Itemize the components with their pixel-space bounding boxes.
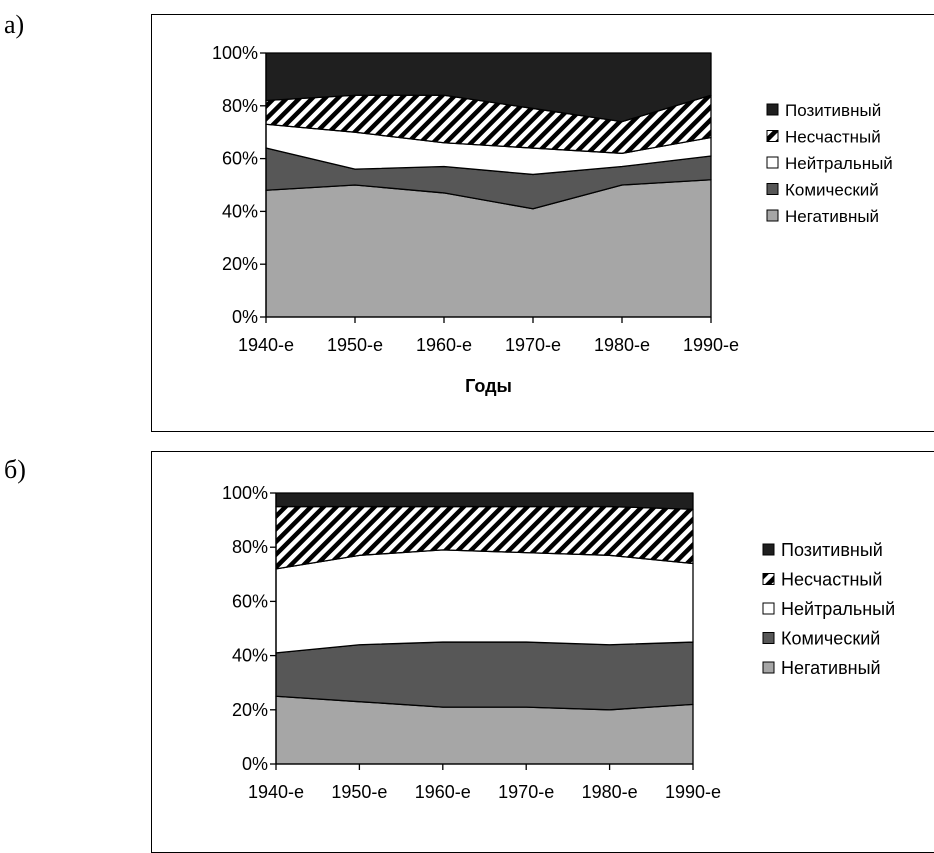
legend-label-comic: Комический (785, 181, 879, 200)
legend-swatch-positive (762, 543, 775, 556)
panel-label-a: а) (4, 10, 25, 39)
legend-swatch-unhappy (762, 573, 775, 585)
y-tick-label: 100% (222, 483, 268, 503)
x-tick-label: 1990-е (665, 782, 721, 802)
legend-label-neutral: Нейтральный (781, 599, 895, 619)
y-tick-label: 0% (232, 307, 258, 327)
area-series-comic (275, 641, 694, 711)
y-tick-label: 40% (232, 646, 268, 666)
legend-label-neutral: Нейтральный (785, 154, 893, 173)
area-series-positive (265, 52, 712, 123)
y-tick-label: 80% (222, 96, 258, 116)
legend-label-negative: Негативный (781, 658, 881, 678)
x-tick-label: 1940-е (248, 782, 304, 802)
legend-label-positive: Позитивный (785, 101, 881, 120)
area-series-neutral (275, 549, 694, 654)
x-axis-title: Годы (465, 376, 512, 396)
legend-swatch-positive (766, 103, 779, 116)
legend-swatch-neutral (766, 156, 779, 169)
legend-label-unhappy: Несчастный (781, 570, 882, 590)
x-tick-label: 1950-е (327, 335, 383, 355)
y-tick-label: 100% (212, 43, 258, 63)
y-tick-label: 0% (242, 754, 268, 774)
x-tick-label: 1970-е (498, 782, 554, 802)
area-series-positive (275, 492, 694, 510)
legend-label-comic: Комический (781, 629, 880, 649)
legend-label-unhappy: Несчастный (785, 128, 881, 147)
panel-label-b: б) (4, 455, 26, 484)
legend-label-negative: Негативный (785, 207, 879, 226)
x-tick-label: 1960-е (416, 335, 472, 355)
y-tick-label: 60% (222, 149, 258, 169)
legend-swatch-unhappy (766, 130, 779, 142)
x-tick-label: 1960-е (415, 782, 471, 802)
legend-swatch-comic (766, 183, 779, 195)
legend-swatch-neutral (762, 602, 775, 615)
legend-swatch-comic (762, 632, 775, 644)
legend-swatch-negative (762, 661, 775, 674)
x-tick-label: 1940-е (238, 335, 294, 355)
x-tick-label: 1980-е (582, 782, 638, 802)
y-tick-label: 40% (222, 201, 258, 221)
x-tick-label: 1980-е (594, 335, 650, 355)
x-tick-label: 1950-е (331, 782, 387, 802)
legend-swatch-negative (766, 209, 779, 222)
y-tick-label: 60% (232, 591, 268, 611)
x-tick-label: 1970-е (505, 335, 561, 355)
legend-label-positive: Позитивный (781, 540, 883, 560)
x-tick-label: 1990-е (683, 335, 739, 355)
y-tick-label: 20% (232, 700, 268, 720)
y-tick-label: 20% (222, 254, 258, 274)
y-tick-label: 80% (232, 537, 268, 557)
